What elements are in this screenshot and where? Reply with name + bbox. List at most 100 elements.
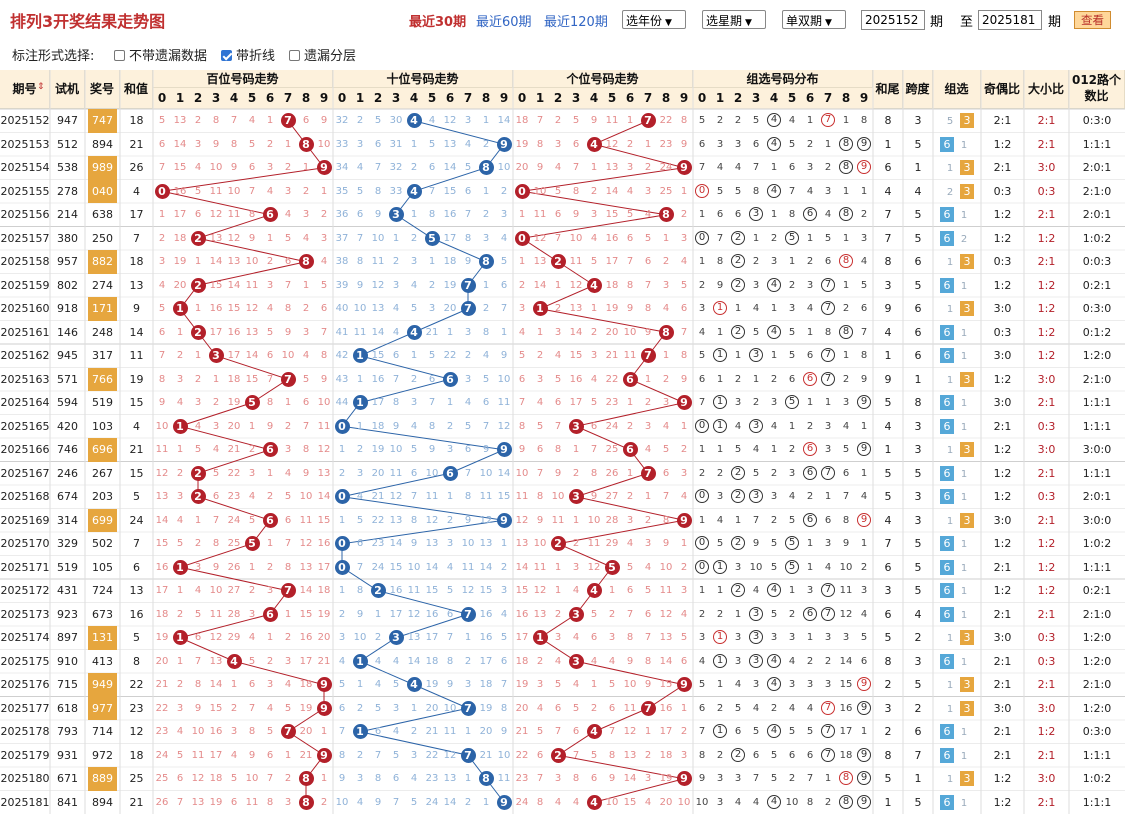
- range-link-120[interactable]: 最近120期: [544, 15, 608, 30]
- miss-cell: 16: [155, 561, 169, 573]
- miss-cell: 5: [266, 726, 274, 737]
- miss-cell: 3: [747, 650, 765, 674]
- miss-cell: 2: [482, 138, 490, 150]
- miss-cell: 4: [585, 133, 603, 157]
- miss-cell: 3: [464, 373, 472, 385]
- miss-cell: 7: [752, 514, 760, 526]
- miss-cell: 6: [482, 397, 490, 408]
- digit-header: 4: [405, 88, 423, 109]
- hit-ring: 9: [857, 395, 871, 409]
- zuxuan-miss: 1: [960, 656, 968, 668]
- miss-cell: 6: [261, 509, 279, 533]
- miss-cell: 21: [425, 726, 439, 737]
- miss-cell: 14: [479, 561, 493, 573]
- miss-cell: 2: [194, 538, 202, 549]
- miss-cell: 2: [729, 462, 747, 486]
- zuxuan-miss: 1: [960, 327, 968, 339]
- miss-cell: 5: [230, 773, 238, 784]
- miss-cell: 24: [227, 514, 241, 526]
- from-period-input[interactable]: 2025152: [861, 10, 925, 30]
- miss-cell: 6: [554, 209, 562, 220]
- miss-cell: 7: [806, 773, 814, 784]
- miss-cell: 2: [770, 702, 778, 714]
- draw-number: 413: [92, 654, 113, 668]
- miss-cell: 1: [806, 632, 814, 643]
- miss-cell: 9: [446, 679, 454, 690]
- jianghao-cell: 949: [85, 673, 120, 697]
- zuxuan-miss: 1: [946, 703, 954, 715]
- miss-cell: 1: [464, 632, 472, 643]
- miss-cell: 2: [356, 444, 364, 455]
- miss-cell: 15: [425, 585, 439, 596]
- option-bar: 标注形式选择: 不带遗漏数据 带折线 遗漏分层: [0, 38, 1125, 68]
- miss-cell: 6: [788, 373, 796, 385]
- miss-cell: 1: [176, 326, 184, 338]
- hit-ball: 7: [640, 348, 656, 363]
- miss-cell: 9: [495, 133, 513, 157]
- miss-cell: 1: [680, 538, 688, 549]
- daxiao-cell: 0:3: [1037, 184, 1056, 198]
- lu012-cell: 1:1:1: [1082, 137, 1112, 151]
- miss-cell: 3: [207, 344, 225, 368]
- hit-ball: 5: [604, 559, 620, 575]
- miss-cell: 13: [299, 561, 313, 573]
- miss-cell: 6: [806, 350, 814, 361]
- miss-cell: 1: [842, 115, 850, 126]
- miss-cell: 7: [819, 274, 837, 298]
- miss-cell: 4: [405, 180, 423, 204]
- zuxuan-tag: 3: [960, 254, 974, 269]
- col-period-header[interactable]: 期号: [0, 70, 50, 109]
- miss-cell: 7: [626, 608, 634, 620]
- checkbox-icon[interactable]: [289, 50, 300, 61]
- range-link-30[interactable]: 最近30期: [409, 15, 467, 30]
- miss-cell: 3: [176, 373, 184, 385]
- jiou-cell: 2:1: [993, 654, 1012, 668]
- digit-header: 2: [369, 88, 387, 109]
- shiji-cell: 512: [57, 137, 78, 151]
- jiou-cell: 1:2: [993, 372, 1012, 386]
- miss-cell: 9: [675, 391, 693, 415]
- miss-cell: 2: [806, 420, 814, 432]
- miss-cell: 1: [356, 373, 364, 385]
- digit-header: 5: [243, 88, 261, 109]
- miss-cell: 6: [698, 702, 706, 714]
- miss-cell: 8: [657, 321, 675, 345]
- miss-cell: 7: [338, 726, 346, 737]
- miss-cell: 6: [626, 232, 634, 244]
- miss-cell: 3: [356, 138, 364, 150]
- miss-cell: 2: [446, 420, 454, 432]
- miss-cell: 2: [644, 162, 652, 173]
- hit-ring: 8: [839, 207, 853, 221]
- option-no-miss[interactable]: 不带遗漏数据: [114, 45, 207, 64]
- checkbox-icon[interactable]: [114, 50, 125, 61]
- miss-cell: 3: [266, 162, 274, 173]
- miss-cell: 7: [788, 185, 796, 197]
- lu012-cell: 1:1:1: [1082, 560, 1112, 574]
- weekday-select[interactable]: 选星期 ▼: [702, 10, 766, 29]
- miss-cell: 5: [374, 702, 382, 714]
- option-line[interactable]: 带折线: [221, 45, 275, 64]
- miss-cell: 16: [443, 209, 457, 220]
- checkbox-checked-icon[interactable]: [221, 50, 232, 61]
- digit-header: 6: [621, 88, 639, 109]
- hit-ball: 7: [280, 583, 296, 598]
- miss-cell: 9: [855, 156, 873, 180]
- digit-header: 3: [747, 88, 765, 109]
- miss-cell: 6: [554, 702, 562, 714]
- to-period-input[interactable]: 2025181: [978, 10, 1042, 30]
- miss-cell: 18: [317, 585, 331, 596]
- hewei-cell: 5: [884, 466, 892, 480]
- range-link-60[interactable]: 最近60期: [476, 15, 532, 30]
- oddeven-select[interactable]: 单双期 ▼: [782, 10, 846, 29]
- miss-cell: 8: [464, 232, 472, 244]
- option-layer[interactable]: 遗漏分层: [289, 45, 356, 64]
- view-button[interactable]: 查看: [1074, 11, 1111, 29]
- miss-cell: 1: [662, 350, 670, 361]
- sort-icon[interactable]: ⇕: [37, 82, 45, 92]
- miss-cell: 32: [335, 115, 349, 126]
- year-select[interactable]: 选年份 ▼: [622, 10, 686, 29]
- miss-cell: 5: [410, 303, 418, 314]
- miss-cell: 20: [425, 702, 439, 714]
- miss-cell: 3: [590, 209, 598, 220]
- miss-cell: 10: [839, 561, 853, 573]
